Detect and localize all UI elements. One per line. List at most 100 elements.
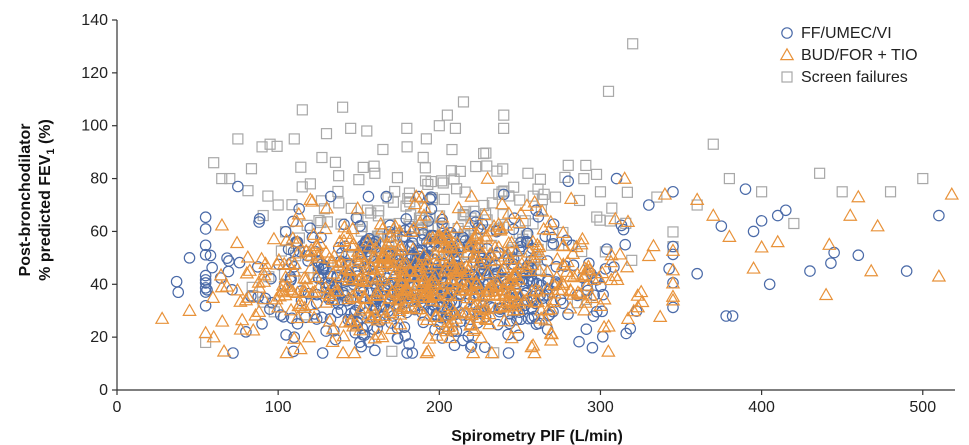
data-point-circle	[547, 238, 560, 250]
data-point-triangle	[344, 289, 360, 302]
data-point-triangle	[388, 218, 403, 232]
data-point-square	[256, 141, 268, 153]
data-point-triangle	[473, 220, 488, 234]
data-point-triangle	[665, 292, 681, 306]
data-point-triangle	[442, 330, 458, 344]
legend-label: BUD/FOR + TIO	[801, 47, 918, 64]
data-point-circle	[383, 226, 396, 238]
data-point-circle	[291, 318, 304, 330]
data-point-square	[441, 109, 453, 121]
data-point-triangle	[620, 311, 636, 324]
data-point-triangle	[473, 330, 489, 344]
data-point-triangle	[459, 244, 475, 258]
data-point-square	[315, 195, 328, 207]
data-point-triangle	[286, 331, 302, 344]
data-point-triangle	[451, 200, 466, 214]
legend-marker-square	[781, 71, 793, 83]
data-point-triangle	[483, 278, 499, 292]
data-point-triangle	[490, 273, 505, 286]
data-point-triangle	[311, 280, 326, 293]
data-point-triangle	[347, 345, 362, 359]
data-point-triangle	[414, 189, 429, 203]
data-point-triangle	[246, 322, 261, 336]
data-point-triangle	[357, 290, 373, 303]
data-point-triangle	[444, 258, 460, 271]
data-point-circle	[933, 209, 945, 222]
data-point-triangle	[341, 291, 356, 305]
data-point-triangle	[422, 330, 437, 344]
data-point-circle	[221, 252, 233, 264]
data-point-square	[262, 190, 274, 202]
data-point-triangle	[415, 284, 431, 298]
data-point-triangle	[555, 277, 571, 290]
data-point-triangle	[233, 322, 248, 335]
data-point-triangle	[205, 290, 221, 303]
data-point-triangle	[293, 341, 308, 355]
data-point-triangle	[495, 196, 510, 210]
data-point-triangle	[646, 238, 661, 252]
data-point-triangle	[504, 285, 520, 298]
data-point-triangle	[513, 206, 529, 220]
data-point-triangle	[271, 252, 287, 266]
data-point-square	[377, 143, 389, 156]
data-point-triangle	[290, 285, 305, 299]
data-point-circle	[315, 231, 327, 244]
data-point-triangle	[415, 289, 430, 303]
data-point-square	[286, 199, 298, 211]
y-axis-title-line1: Post-bronchodilator	[17, 124, 34, 277]
data-point-triangle	[863, 263, 879, 277]
data-point-circle	[400, 213, 413, 225]
data-point-square	[491, 165, 503, 177]
data-point-triangle	[327, 248, 342, 262]
data-point-triangle	[931, 268, 947, 282]
data-point-triangle	[325, 334, 340, 348]
data-point-triangle	[596, 319, 612, 333]
data-point-triangle	[445, 321, 461, 335]
data-point-triangle	[289, 214, 305, 227]
data-point-triangle	[453, 260, 469, 274]
data-point-square	[917, 172, 929, 185]
data-point-triangle	[527, 194, 542, 208]
data-point-circle	[596, 305, 608, 318]
data-point-triangle	[287, 263, 302, 277]
data-point-triangle	[563, 283, 579, 297]
data-point-square	[271, 140, 283, 152]
data-point-square	[437, 177, 449, 189]
data-point-triangle	[297, 300, 313, 313]
data-point-triangle	[182, 303, 197, 316]
data-point-circle	[223, 255, 235, 267]
data-point-square	[365, 207, 377, 219]
data-point-triangle	[362, 238, 378, 252]
data-point-triangle	[416, 247, 432, 261]
data-point-circle	[720, 310, 732, 322]
data-point-triangle	[349, 285, 365, 298]
data-point-circle	[401, 347, 413, 359]
data-point-square	[245, 163, 258, 175]
data-point-triangle	[501, 206, 517, 219]
data-point-triangle	[393, 255, 408, 268]
data-point-square	[578, 173, 590, 185]
y-tick-label: 60	[90, 223, 108, 240]
data-point-triangle	[437, 270, 452, 284]
data-point-triangle	[427, 309, 443, 322]
data-point-triangle	[240, 249, 256, 263]
data-point-triangle	[395, 301, 410, 314]
data-point-triangle	[322, 313, 337, 327]
data-point-square	[549, 191, 562, 203]
data-point-triangle	[310, 246, 326, 260]
data-point-circle	[324, 313, 337, 325]
data-point-square	[438, 193, 450, 205]
data-point-triangle	[219, 278, 235, 292]
data-point-circle	[595, 280, 607, 293]
data-point-triangle	[500, 246, 515, 259]
data-point-circle	[324, 190, 337, 203]
data-point-square	[216, 172, 228, 185]
data-point-circle	[293, 202, 305, 215]
data-point-circle	[363, 232, 376, 245]
data-point-triangle	[376, 310, 392, 324]
data-point-triangle	[281, 257, 297, 270]
data-point-circle	[900, 265, 913, 277]
data-point-triangle	[554, 282, 570, 296]
data-point-triangle	[447, 305, 463, 319]
data-point-triangle	[291, 206, 307, 220]
